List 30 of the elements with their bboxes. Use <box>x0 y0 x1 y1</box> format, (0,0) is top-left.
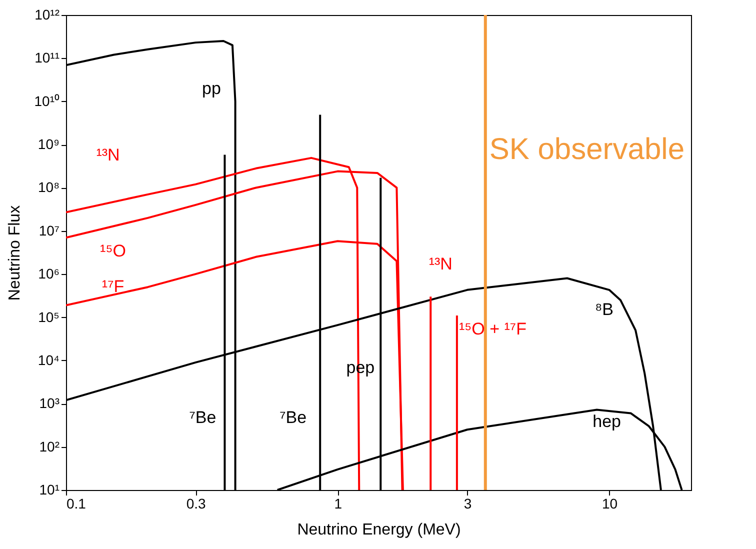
text: ¹³N <box>96 145 120 164</box>
series-label: ⁸B <box>594 300 614 319</box>
series-label: ¹⁵O + ¹⁷F <box>458 319 526 338</box>
y-tick-label: 10¹⁰ <box>34 92 60 109</box>
y-tick-label: 10⁴ <box>38 352 60 368</box>
x-tick-label: 0.3 <box>186 496 206 512</box>
y-tick-label: 10³ <box>39 395 60 412</box>
y-tick-label: 10¹² <box>34 6 60 22</box>
y-axis-title: Neutrino Flux <box>6 205 24 301</box>
x-axis-title: Neutrino Energy (MeV) <box>297 522 461 538</box>
y-tick-label: 10⁶ <box>38 266 60 282</box>
ref-line-label: SK observable <box>489 133 685 166</box>
y-tick-label: 10² <box>39 438 60 454</box>
y-tick-label: 10⁹ <box>38 136 60 152</box>
y-tick-label: 10⁵ <box>38 308 60 325</box>
x-tick-label: 0.1 <box>66 496 86 512</box>
series-label: ⁷Be <box>189 408 216 427</box>
series-label: hep <box>592 412 621 431</box>
series-label: pp <box>202 79 221 98</box>
y-tick-label: 10⁸ <box>38 179 60 196</box>
y-tick-label: 10¹¹ <box>34 50 60 66</box>
x-tick-label: 3 <box>464 496 472 512</box>
series-label: ¹⁷F <box>102 277 124 296</box>
series-label: ¹⁵O <box>100 242 126 261</box>
y-tick-label: 10¹ <box>39 482 60 498</box>
series-label: ⁷Be <box>280 408 307 427</box>
x-tick-label: 1 <box>334 496 342 512</box>
x-tick-label: 10 <box>602 496 618 512</box>
y-tick-label: 10⁷ <box>38 222 60 238</box>
series-label: ¹³N <box>428 254 452 274</box>
